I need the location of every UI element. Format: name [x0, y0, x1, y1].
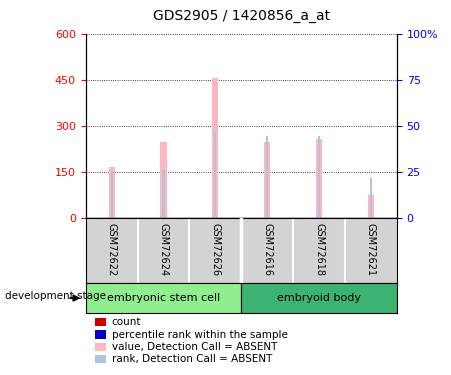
Text: GSM72624: GSM72624	[158, 223, 169, 276]
Bar	[110, 171, 113, 217]
Text: percentile rank within the sample: percentile rank within the sample	[112, 330, 288, 339]
Bar	[162, 170, 165, 217]
Bar	[370, 178, 372, 218]
Bar	[214, 131, 216, 218]
Text: GSM72626: GSM72626	[210, 223, 221, 276]
Bar	[368, 195, 374, 217]
Bar	[161, 142, 166, 218]
Text: development stage: development stage	[5, 291, 106, 301]
Text: GSM72621: GSM72621	[366, 223, 376, 276]
Bar	[264, 142, 270, 218]
Text: GSM72616: GSM72616	[262, 223, 272, 276]
Bar	[316, 140, 322, 218]
Bar	[318, 136, 320, 218]
Text: count: count	[112, 317, 141, 327]
Bar	[109, 167, 115, 218]
Bar	[86, 283, 241, 313]
Text: rank, Detection Call = ABSENT: rank, Detection Call = ABSENT	[112, 354, 272, 364]
Text: GSM72622: GSM72622	[106, 223, 117, 276]
Bar	[241, 283, 397, 313]
Bar	[212, 78, 218, 218]
Text: embryonic stem cell: embryonic stem cell	[107, 293, 220, 303]
Text: GDS2905 / 1420856_a_at: GDS2905 / 1420856_a_at	[153, 9, 330, 23]
Text: value, Detection Call = ABSENT: value, Detection Call = ABSENT	[112, 342, 277, 352]
Text: embryoid body: embryoid body	[277, 293, 361, 303]
Text: GSM72618: GSM72618	[314, 223, 324, 276]
Bar	[266, 136, 268, 218]
